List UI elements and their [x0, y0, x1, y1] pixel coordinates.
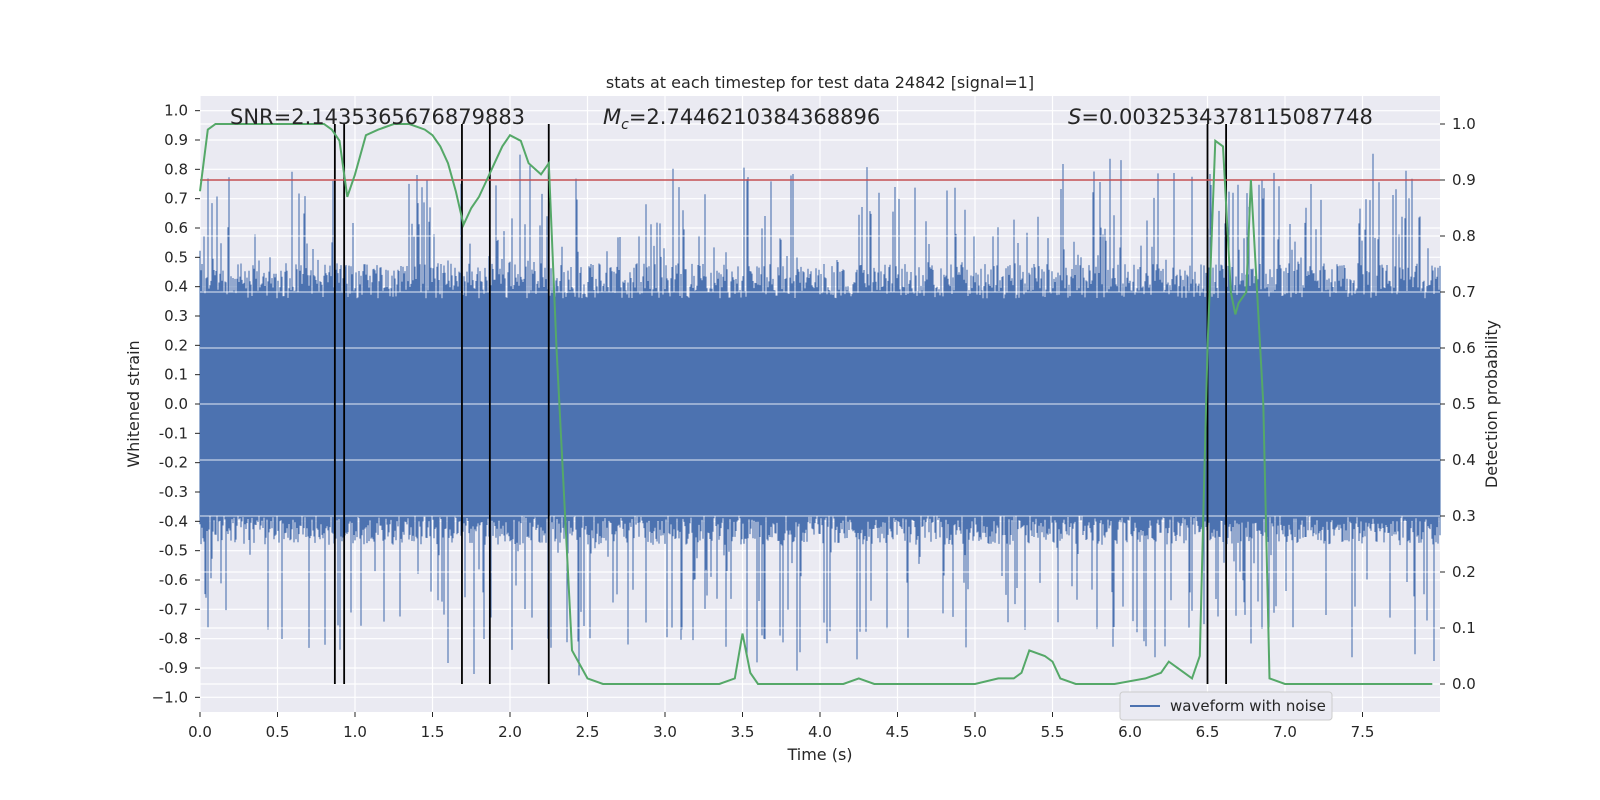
x-tick-label: 7.0 — [1273, 723, 1297, 741]
left-tick-label: 1.0 — [164, 102, 188, 120]
right-tick-label: 0.6 — [1452, 339, 1476, 357]
chirp-mass-value: =2.7446210384368896 — [629, 105, 880, 129]
right-axis-ticks: 1.0 0.9 0.8 0.7 0.6 0.5 0.4 0.3 0.2 0.1 0.0 — [1440, 115, 1476, 693]
left-axis-ticks: 1.0 0.9 0.8 0.7 0.6 0.5 0.4 0.3 0.2 0.1 0.0 -0.1 -0.… — [152, 102, 200, 706]
right-tick-label: 0.0 — [1452, 675, 1476, 693]
left-tick-label: -0.2 — [159, 454, 188, 472]
chart-title: stats at each timestep for test data 248… — [606, 73, 1034, 92]
x-tick-label: 3.0 — [653, 723, 677, 741]
left-tick-label: -0.5 — [159, 542, 188, 560]
left-tick-label: -0.6 — [159, 571, 188, 589]
right-tick-label: 0.8 — [1452, 227, 1476, 245]
x-tick-label: 2.5 — [576, 723, 600, 741]
x-tick-label: 5.5 — [1041, 723, 1065, 741]
snr-annotation: SNR=2.1435365676879883 — [230, 105, 525, 129]
right-axis-label: Detection probability — [1482, 320, 1501, 488]
x-tick-label: 4.0 — [808, 723, 832, 741]
x-tick-label: 4.5 — [886, 723, 910, 741]
x-axis-label: Time (s) — [786, 745, 852, 764]
legend-box — [1119, 691, 1333, 721]
left-tick-label: -0.3 — [159, 483, 188, 501]
chirp-mass-subscript: c — [621, 117, 629, 133]
right-tick-label: 1.0 — [1452, 115, 1476, 133]
left-tick-label: 0.6 — [164, 219, 188, 237]
probability-series — [199, 123, 1433, 685]
left-tick-label: 0.8 — [164, 160, 188, 178]
left-tick-label: -0.7 — [159, 600, 188, 618]
left-axis-label: Whitened strain — [124, 340, 143, 467]
waveform-core — [200, 298, 1440, 516]
legend-label: waveform with noise — [1170, 697, 1326, 715]
legend: waveform with noise — [1119, 691, 1333, 721]
x-axis-ticks: 0.0 0.5 1.0 1.5 2.0 2.5 3.0 3.5 4.0 4.5 5.0 5.5 6.0 6… — [188, 712, 1374, 741]
left-tick-label: 0.3 — [164, 307, 188, 325]
left-tick-label: 0.1 — [164, 366, 188, 384]
x-tick-label: 6.0 — [1118, 723, 1142, 741]
s-value: =0.0032534378115087748 — [1081, 105, 1373, 129]
left-tick-label: -0.4 — [159, 512, 188, 530]
right-tick-label: 0.1 — [1452, 619, 1476, 637]
probability-line — [199, 123, 1433, 685]
s-symbol: S — [1068, 105, 1081, 129]
right-tick-label: 0.7 — [1452, 283, 1476, 301]
right-tick-label: 0.9 — [1452, 171, 1476, 189]
x-tick-label: 6.5 — [1196, 723, 1220, 741]
x-tick-label: 0.0 — [188, 723, 212, 741]
right-tick-label: 0.3 — [1452, 507, 1476, 525]
x-tick-label: 2.0 — [498, 723, 522, 741]
left-tick-label: -0.1 — [159, 424, 188, 442]
s-annotation: S=0.0032534378115087748 — [1068, 105, 1373, 129]
left-tick-label: 0.5 — [164, 248, 188, 266]
left-tick-label: 0.9 — [164, 131, 188, 149]
left-tick-label: -0.9 — [159, 659, 188, 677]
x-tick-label: 3.5 — [731, 723, 755, 741]
left-tick-label: 0.4 — [164, 278, 188, 296]
x-tick-label: 0.5 — [266, 723, 290, 741]
right-tick-label: 0.2 — [1452, 563, 1476, 581]
right-tick-label: 0.5 — [1452, 395, 1476, 413]
chirp-mass-symbol: M — [603, 105, 621, 129]
left-tick-label: 0.7 — [164, 190, 188, 208]
left-tick-label: −1.0 — [152, 688, 188, 706]
x-tick-label: 1.5 — [421, 723, 445, 741]
x-tick-label: 7.5 — [1351, 723, 1375, 741]
right-tick-label: 0.4 — [1452, 451, 1476, 469]
left-tick-label: 0.2 — [164, 336, 188, 354]
x-tick-label: 5.0 — [963, 723, 987, 741]
waveform-series — [199, 123, 1441, 685]
left-tick-label: 0.0 — [164, 395, 188, 413]
left-tick-label: -0.8 — [159, 630, 188, 648]
chirp-mass-annotation: Mc=2.7446210384368896 — [603, 105, 880, 133]
x-tick-label: 1.0 — [343, 723, 367, 741]
